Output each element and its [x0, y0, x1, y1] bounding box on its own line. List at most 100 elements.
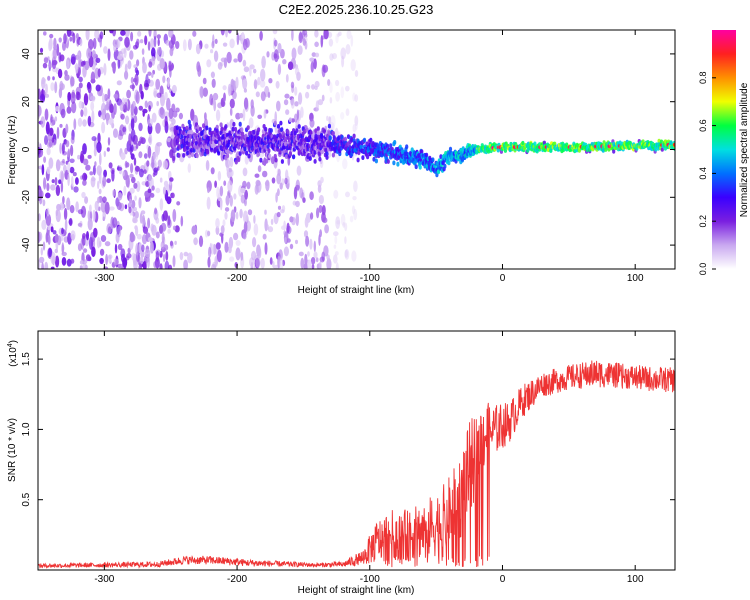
spectrogram-noise-cell: [49, 127, 54, 136]
spectrogram-noise-cell: [69, 158, 75, 164]
spectrogram-noise-cell: [92, 209, 96, 222]
spectrogram-noise-cell: [333, 244, 337, 249]
spectrogram-noise-cell: [138, 122, 143, 132]
spectrogram-signal-cell: [549, 148, 553, 153]
spectrogram-noise-cell: [41, 262, 44, 269]
spectrogram-noise-cell: [317, 184, 322, 193]
spectrogram-noise-cell: [151, 185, 155, 191]
spectrogram-noise-cell: [316, 207, 320, 219]
spectrogram-noise-cell: [309, 238, 313, 250]
snr-x-tick-label: 0: [500, 574, 506, 585]
spectrogram-noise-cell: [354, 115, 359, 126]
spectrogram-noise-cell: [83, 248, 88, 253]
spectrogram-noise-cell: [50, 266, 55, 269]
spectrogram-noise-cell: [43, 156, 47, 163]
spectrogram-noise-cell: [210, 71, 215, 79]
spectrogram-y-tick-label: -20: [21, 190, 32, 205]
spectrogram-noise-cell: [162, 186, 167, 195]
spectrogram-signal-cell: [320, 149, 324, 155]
spectrogram-noise-cell: [120, 152, 126, 160]
spectrogram-signal-cell: [205, 125, 209, 131]
spectrogram-noise-cell: [222, 85, 227, 91]
spectrogram-noise-cell: [227, 180, 233, 193]
snr-y-tick-label: 1.0: [21, 422, 32, 436]
spectrogram-noise-cell: [125, 115, 130, 125]
spectrogram-noise-cell: [128, 206, 132, 214]
snr-y-tick-label: 0.5: [21, 492, 32, 506]
spectrogram-noise-cell: [340, 47, 347, 60]
spectrogram-noise-cell: [275, 192, 278, 203]
spectrogram-noise-cell: [229, 38, 235, 49]
spectrogram-signal-cell: [195, 153, 199, 159]
spectrogram-signal-cell: [234, 159, 238, 165]
spectrogram-noise-cell: [228, 236, 234, 249]
spectrogram-noise-cell: [71, 176, 74, 187]
spectrogram-noise-cell: [117, 57, 121, 69]
spectrogram-noise-cell: [213, 99, 217, 112]
spectrogram-noise-cell: [155, 217, 160, 224]
spectrogram-noise-cell: [148, 61, 153, 68]
spectrogram-noise-cell: [319, 256, 325, 263]
spectrogram-noise-cell: [56, 126, 60, 140]
spectrogram-noise-cell: [162, 75, 166, 84]
spectrogram-noise-cell: [132, 100, 136, 110]
spectrogram-noise-cell: [80, 205, 87, 218]
spectrogram-noise-cell: [44, 135, 48, 146]
spectrogram-noise-cell: [296, 109, 300, 120]
spectrogram-noise-cell: [240, 251, 244, 261]
spectrogram-noise-cell: [82, 179, 87, 186]
spectrogram-noise-cell: [162, 253, 166, 263]
spectrogram-signal-cell: [182, 130, 186, 136]
spectrogram-signal-cell: [280, 159, 284, 164]
spectrogram-noise-cell: [142, 226, 149, 234]
spectrogram-noise-cell: [298, 92, 303, 105]
spectrogram-noise-cell: [141, 48, 145, 55]
spectrogram-signal-cell: [443, 163, 447, 169]
colorbar-gradient: [712, 30, 736, 269]
spectrogram-x-label: Height of straight line (km): [298, 285, 415, 296]
spectrogram-noise-cell: [166, 97, 171, 111]
spectrogram-noise-cell: [154, 257, 160, 269]
spectrogram-noise-cell: [351, 205, 356, 215]
spectrogram-noise-cell: [134, 195, 137, 201]
spectrogram-noise-cell: [67, 91, 72, 102]
spectrogram-noise-cell: [314, 80, 320, 88]
spectrogram-noise-cell: [243, 210, 248, 224]
spectrogram-noise-cell: [79, 265, 83, 269]
spectrogram-noise-cell: [117, 55, 123, 60]
spectrogram-noise-cell: [129, 84, 136, 90]
spectrogram-signal-cell: [257, 151, 261, 157]
spectrogram-noise-cell: [196, 61, 201, 73]
spectrogram-signal-cell: [316, 130, 320, 136]
spectrogram-noise-cell: [157, 159, 162, 168]
spectrogram-noise-cell: [313, 251, 318, 259]
spectrogram-noise-cell: [130, 153, 135, 160]
spectrogram-noise-cell: [193, 237, 198, 246]
spectrogram-noise-cell: [230, 78, 235, 91]
spectrogram-noise-cell: [46, 207, 50, 217]
spectrogram-noise-cell: [100, 200, 107, 213]
spectrogram-noise-cell: [259, 30, 263, 41]
spectrogram-noise-cell: [135, 165, 140, 172]
spectrogram-noise-cell: [167, 77, 170, 88]
spectrogram-signal-cell: [396, 161, 400, 167]
spectrogram-noise-cell: [163, 180, 169, 187]
spectrogram-noise-cell: [137, 30, 142, 37]
spectrogram-signal-cell: [284, 136, 288, 142]
spectrogram-noise-cell: [294, 86, 298, 96]
spectrogram-noise-cell: [38, 256, 45, 264]
spectrogram-noise-cell: [107, 48, 111, 61]
spectrogram-noise-cell: [93, 227, 98, 238]
spectrogram-noise-cell: [152, 152, 159, 161]
spectrogram-noise-cell: [45, 232, 49, 243]
spectrogram-noise-cell: [63, 207, 68, 221]
spectrogram-noise-cell: [54, 81, 58, 94]
spectrogram-signal-cell: [231, 126, 235, 132]
spectrogram-noise-cell: [116, 226, 122, 238]
spectrogram-signal-cell: [660, 147, 664, 152]
spectrogram-noise-cell: [206, 196, 211, 210]
spectrogram-noise-cell: [305, 91, 310, 99]
spectrogram-noise-cell: [112, 61, 116, 74]
spectrogram-noise-cell: [235, 112, 241, 120]
spectrogram-noise-cell: [76, 37, 80, 47]
